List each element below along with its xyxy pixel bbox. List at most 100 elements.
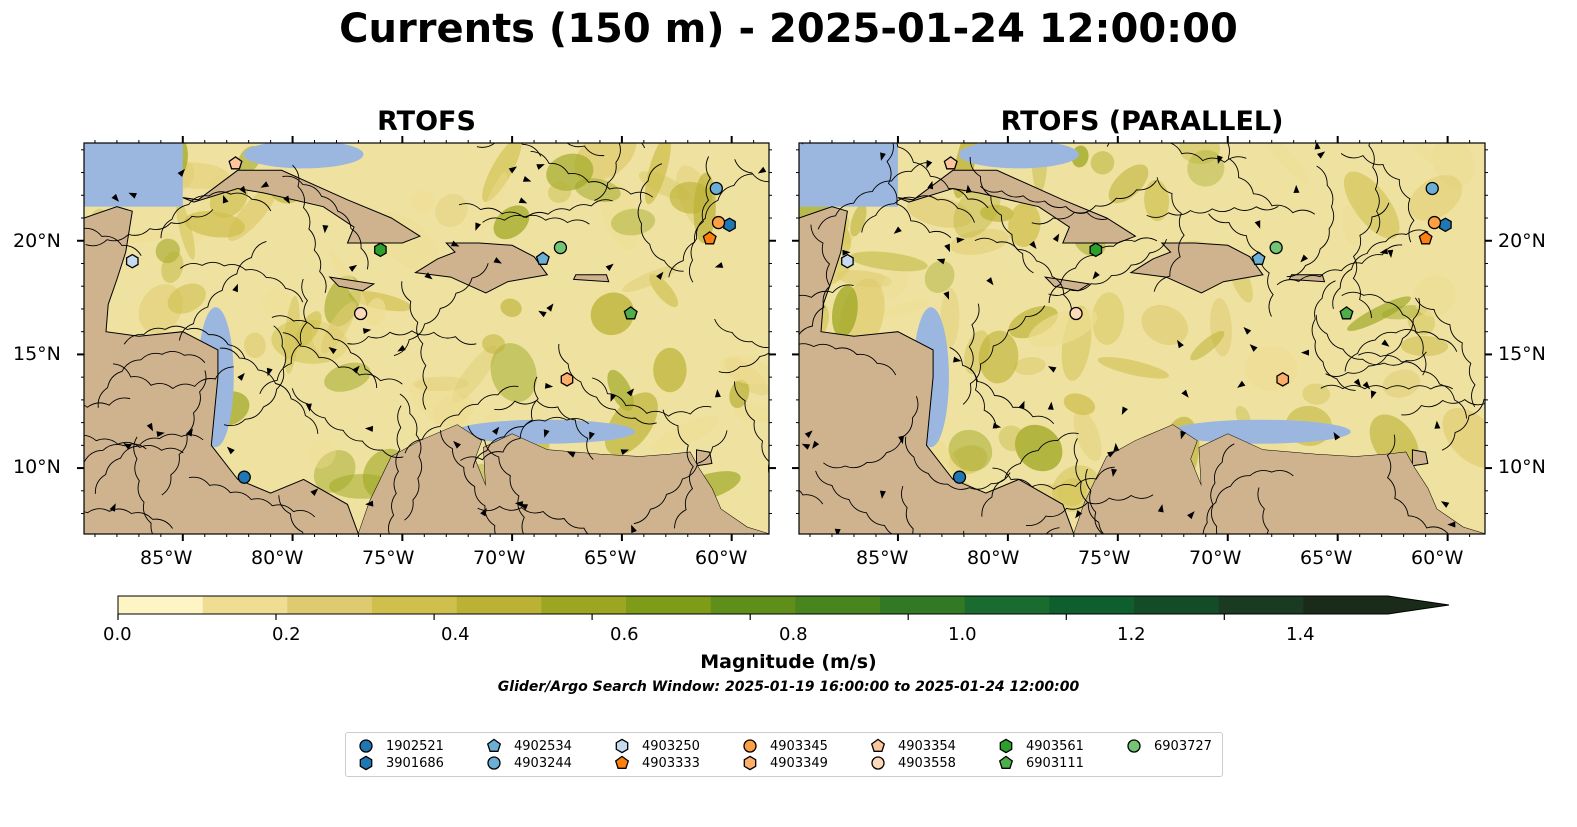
land-mass <box>1129 242 1264 294</box>
float-marker-4903333 <box>702 231 717 245</box>
streamline-arrow <box>620 449 630 456</box>
streamline-arrow <box>801 443 811 450</box>
circle-marker-icon <box>743 739 757 753</box>
float-marker-3901686 <box>1439 217 1452 233</box>
streamline-arrow <box>605 263 614 272</box>
streamline <box>520 143 542 157</box>
streamline-arrow <box>508 166 517 174</box>
streamline <box>949 346 1055 424</box>
land-mass <box>84 206 359 534</box>
streamline <box>458 203 590 225</box>
streamline-arrow <box>757 166 767 174</box>
streamline-arrow <box>898 435 905 445</box>
streamline <box>97 351 206 408</box>
streamline-arrow <box>514 501 524 508</box>
streamline <box>992 466 1115 490</box>
float-marker-6903111 <box>623 306 638 320</box>
streamline <box>112 363 234 390</box>
legend-label: 4902534 <box>514 738 572 754</box>
lon-tick-right-70w: 70°W <box>1189 547 1242 569</box>
streamline-arrow <box>1113 442 1120 452</box>
streamline <box>734 159 769 183</box>
streamline <box>1286 165 1335 278</box>
streamline <box>801 143 804 145</box>
streamline-arrow <box>362 328 372 335</box>
lat-tick-left-20n: 20°N <box>13 230 61 252</box>
streamline <box>799 489 824 505</box>
float-marker-4903349 <box>1276 372 1290 387</box>
streamline-arrow <box>544 382 554 389</box>
streamline <box>291 388 404 458</box>
streamline <box>1401 399 1485 416</box>
legend-marker <box>743 755 757 771</box>
streamline-arrow <box>804 430 813 439</box>
float-marker-4903561 <box>1089 242 1103 258</box>
legend-entry-4903354: 4903354 <box>870 738 956 754</box>
legend: 1902521 3901686 4902534 4903244 4903250 49033… <box>345 732 1223 777</box>
hexagon-marker-icon <box>615 738 629 754</box>
streamline-arrow <box>956 237 965 244</box>
float-marker-4903561 <box>374 242 387 258</box>
lon-tick-left-60w: 60°W <box>695 547 748 569</box>
streamline <box>271 315 378 389</box>
streamline-arrow <box>536 164 545 170</box>
legend-entry-4903345: 4903345 <box>742 738 828 754</box>
colorbar-bin <box>1049 596 1135 614</box>
streamline <box>1048 238 1168 296</box>
streamline-arrow <box>943 291 950 300</box>
lon-tick-right-80w: 80°W <box>967 547 1020 569</box>
streamline <box>1202 469 1294 534</box>
streamline-arrow <box>226 446 235 455</box>
streamline-arrow <box>1333 431 1341 441</box>
streamline <box>1311 280 1356 391</box>
streamline-arrow <box>348 264 358 272</box>
colorbar-tick-7: 1.4 <box>1286 624 1315 645</box>
streamline-arrow <box>493 257 502 264</box>
streamline-arrow <box>1300 254 1309 263</box>
streamline-arrow <box>491 426 500 435</box>
streamline <box>494 399 594 460</box>
lon-tick-left-85w: 85°W <box>140 547 193 569</box>
streamline <box>688 173 753 283</box>
streamline-arrow <box>522 176 532 182</box>
streamline <box>974 237 1072 316</box>
streamline <box>530 150 653 198</box>
streamline-arrow <box>1370 390 1377 399</box>
streamline-arrow <box>936 258 946 265</box>
streamline-arrow <box>146 422 154 432</box>
colorbar-bin <box>795 596 881 614</box>
lat-tick-left-15n: 15°N <box>13 343 61 365</box>
streamline-arrow <box>1157 504 1164 513</box>
streamline-arrow <box>260 181 270 188</box>
streamline-arrow <box>322 225 329 234</box>
streamline <box>223 325 287 427</box>
streamline <box>1341 291 1427 376</box>
streamline-arrow <box>364 425 374 432</box>
streamline-arrow <box>266 367 273 377</box>
hexagon-marker-icon <box>359 755 373 771</box>
streamline-arrow <box>893 226 902 234</box>
streamline <box>823 396 919 469</box>
float-marker-4903250 <box>125 253 139 269</box>
colorbar-tick-2: 0.4 <box>441 624 470 645</box>
streamline <box>714 318 769 348</box>
legend-label: 4903349 <box>770 755 828 771</box>
streamline-arrow <box>1187 511 1195 520</box>
streamline-arrow <box>626 388 635 397</box>
legend-entry-3901686: 3901686 <box>358 755 444 771</box>
lon-tick-right-75w: 75°W <box>1078 547 1131 569</box>
streamline <box>347 330 477 345</box>
colorbar-tick-3: 0.6 <box>610 624 639 645</box>
streamline <box>282 175 369 270</box>
legend-marker <box>1127 739 1141 753</box>
streamline-arrow <box>1440 501 1450 508</box>
legend-label: 4903345 <box>770 738 828 754</box>
streamline-arrow <box>567 451 576 458</box>
streamline <box>84 397 131 408</box>
streamline <box>979 185 1109 220</box>
streamline-arrow <box>538 310 547 318</box>
streamline-arrow <box>1018 400 1025 410</box>
streamline-arrow <box>944 243 950 253</box>
legend-marker <box>870 738 886 752</box>
streamline-arrow <box>543 429 550 438</box>
